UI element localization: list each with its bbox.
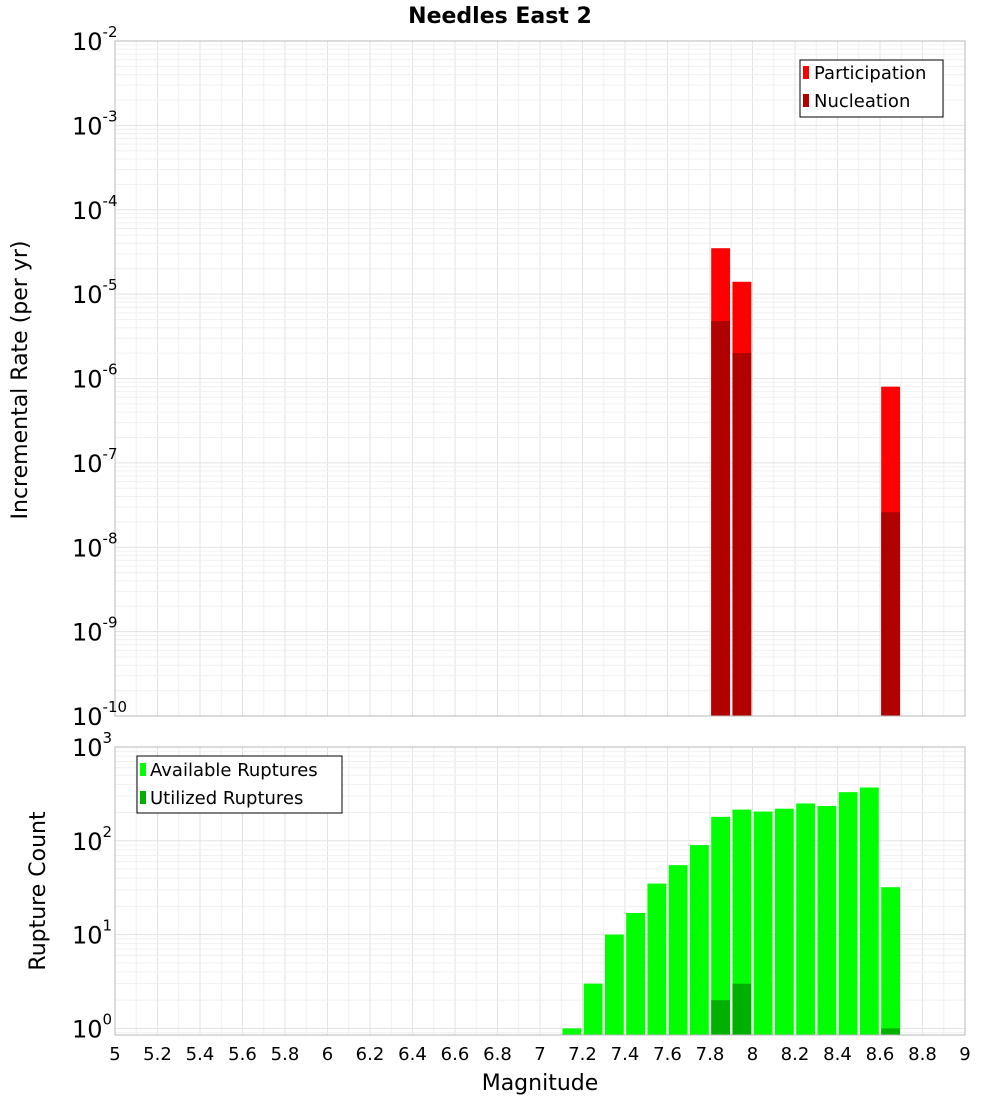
legend-swatch-utilized [140,791,146,804]
available-ruptures-bar [711,816,731,1035]
utilized-ruptures-bar [881,1028,901,1035]
x-tick-label: 8.8 [908,1044,937,1065]
x-tick-label: 8.6 [866,1044,895,1065]
top-panel-grid [114,40,966,717]
legend-label-participation: Participation [814,63,926,84]
y-tick-label: 10-3 [72,107,118,140]
utilized-ruptures-bar [732,983,752,1035]
available-ruptures-bar [732,809,752,1035]
bottom-legend-box [136,755,343,814]
top-panel-bars [711,248,901,717]
y-tick-label: 10-6 [72,361,118,394]
x-tick-label: 5 [109,1044,120,1065]
nucleation-bar [732,353,752,716]
nucleation-bar [711,321,731,716]
y-tick-label: 10-8 [72,529,118,562]
x-tick-label: 6.8 [483,1044,512,1065]
x-tick-label: 5.8 [271,1044,300,1065]
legend-swatch-available [140,763,146,776]
x-tick-label: 5.6 [228,1044,257,1065]
available-ruptures-bar [604,934,624,1035]
available-ruptures-bar [626,912,646,1035]
x-tick-label: 8.4 [823,1044,852,1065]
bottom-legend: Available Ruptures Utilized Ruptures [136,755,343,814]
available-ruptures-bar [859,787,879,1035]
x-tick-label: 7.8 [696,1044,725,1065]
x-tick-label: 6.4 [398,1044,427,1065]
y-tick-label: 102 [72,823,112,856]
available-ruptures-bar [583,983,603,1035]
legend-label-utilized: Utilized Ruptures [150,788,303,809]
available-ruptures-bar [753,811,773,1035]
top-panel-frame [114,40,966,717]
x-tick-label: 7 [534,1044,545,1065]
bottom-panel-frame [114,746,966,1036]
bottom-panel-y-ticks: 100 101 102 103 [72,729,112,1043]
y-tick-label: 10-7 [72,445,118,478]
top-legend: Participation Nucleation [799,59,944,118]
available-ruptures-bar [562,1028,582,1035]
y-tick-label: 10-9 [72,614,118,647]
x-tick-label: 6.6 [441,1044,470,1065]
x-tick-label: 8.2 [781,1044,810,1065]
available-ruptures-bar [774,808,794,1035]
top-panel-y-ticks: 10-10 10-9 10-8 10-7 10-6 10-5 10-4 10-3 10-2 [72,23,127,731]
x-tick-label: 5.4 [186,1044,215,1065]
x-axis-ticks: 5 5.2 5.4 5.6 5.8 6 6.2 6.4 6.6 6.8 7 7.2 7.4 7.6 7.8 8… [109,1044,970,1065]
x-tick-label: 6 [322,1044,333,1065]
utilized-ruptures-bar [711,1000,731,1035]
x-tick-label: 6.2 [356,1044,385,1065]
bottom-panel-bars [562,787,901,1035]
available-ruptures-bar [647,883,667,1035]
top-legend-box [799,59,944,118]
available-ruptures-bar [668,865,688,1035]
top-y-axis-label: Incremental Rate (per yr) [8,241,33,520]
nucleation-bar [881,512,901,716]
legend-swatch-nucleation [803,94,809,107]
legend-swatch-participation [803,66,809,79]
y-tick-label: 10-10 [72,698,127,731]
y-tick-label: 101 [72,917,112,950]
y-tick-label: 103 [72,729,112,762]
chart-title: Needles East 2 [408,4,592,29]
x-tick-label: 8 [747,1044,758,1065]
available-ruptures-bar [838,792,858,1035]
x-tick-label: 9 [959,1044,970,1065]
y-tick-label: 10-2 [72,23,118,56]
y-tick-label: 10-4 [72,192,118,225]
x-tick-label: 7.6 [653,1044,682,1065]
x-axis-label: Magnitude [482,1071,599,1096]
available-ruptures-bar [689,845,709,1035]
available-ruptures-bar [796,803,816,1035]
x-tick-label: 7.4 [611,1044,640,1065]
y-tick-label: 100 [72,1010,112,1043]
y-tick-label: 10-5 [72,276,118,309]
available-ruptures-bar [817,805,837,1035]
legend-label-nucleation: Nucleation [814,91,910,112]
x-tick-label: 5.2 [143,1044,172,1065]
bottom-y-axis-label: Rupture Count [26,811,51,971]
available-ruptures-bar [881,887,901,1035]
legend-label-available: Available Ruptures [150,760,318,781]
x-tick-label: 7.2 [568,1044,597,1065]
